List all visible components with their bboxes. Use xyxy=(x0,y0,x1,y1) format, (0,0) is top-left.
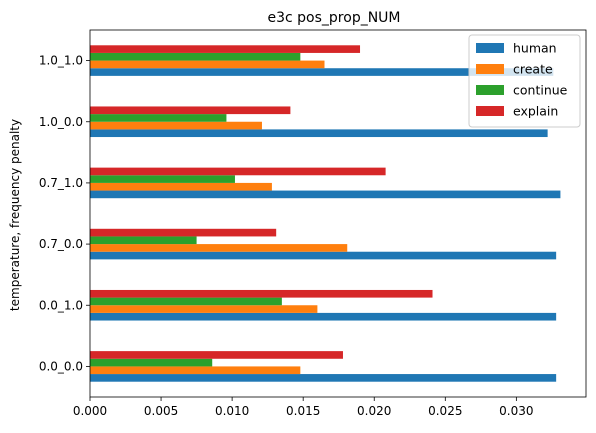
x-tick-label: 0.030 xyxy=(499,404,533,418)
legend-swatch-create xyxy=(476,64,504,74)
y-axis-label: temperature, frequency penalty xyxy=(8,119,22,311)
y-tick-label: 0.0_0.0 xyxy=(39,359,83,373)
legend: human create continue explain xyxy=(468,34,581,128)
x-tick-label: 0.005 xyxy=(144,404,178,418)
x-tick-label: 0.015 xyxy=(286,404,320,418)
bar-create-0.0_1.0 xyxy=(90,305,318,313)
x-tick-label: 0.010 xyxy=(215,404,249,418)
x-tick-label: 0.025 xyxy=(428,404,462,418)
legend-swatch-continue xyxy=(476,85,504,95)
bar-explain-0.7_0.0 xyxy=(90,228,277,237)
bar-continue-0.7_0.0 xyxy=(90,236,197,245)
bar-continue-0.0_1.0 xyxy=(90,297,282,306)
bar-explain-1.0_0.0 xyxy=(90,106,291,115)
y-tick-label: 0.7_1.0 xyxy=(39,176,83,190)
legend-swatch-explain xyxy=(476,106,504,116)
bar-continue-0.0_0.0 xyxy=(90,358,213,367)
x-tick-label: 0.000 xyxy=(73,404,107,418)
legend-label-create: create xyxy=(513,62,553,77)
bar-explain-1.0_1.0 xyxy=(90,45,361,53)
bar-create-1.0_0.0 xyxy=(90,121,262,130)
legend-box xyxy=(468,34,581,128)
bar-explain-0.0_0.0 xyxy=(90,351,343,359)
bar-create-0.7_1.0 xyxy=(90,182,272,191)
bar-human-0.7_1.0 xyxy=(90,190,561,199)
plot-frame xyxy=(89,29,587,398)
chart-title: e3c pos_prop_NUM xyxy=(268,10,401,26)
bar-create-0.0_0.0 xyxy=(90,366,301,375)
bar-continue-1.0_1.0 xyxy=(90,52,301,61)
bar-create-1.0_1.0 xyxy=(90,60,325,69)
y-tick-label: 0.0_1.0 xyxy=(39,298,83,312)
bar-human-0.7_0.0 xyxy=(90,251,557,260)
axes-group: 0.000 0.005 0.010 0.015 0.020 0.025 0.030 0.0_0… xyxy=(39,29,587,418)
bar-explain-0.7_1.0 xyxy=(90,167,386,176)
y-tick-label: 0.7_0.0 xyxy=(39,237,83,251)
bar-continue-0.7_1.0 xyxy=(90,175,235,183)
bar-human-0.0_1.0 xyxy=(90,312,557,321)
bar-create-0.7_0.0 xyxy=(90,244,348,252)
legend-label-human: human xyxy=(513,41,557,56)
y-tick-label: 1.0_0.0 xyxy=(39,115,83,129)
bar-continue-1.0_0.0 xyxy=(90,114,227,122)
legend-label-continue: continue xyxy=(513,83,568,98)
bar-human-0.0_0.0 xyxy=(90,374,557,382)
bars-group xyxy=(90,45,561,382)
bar-human-1.0_1.0 xyxy=(90,68,554,76)
bar-explain-0.0_1.0 xyxy=(90,289,433,298)
legend-swatch-human xyxy=(476,43,504,53)
legend-label-explain: explain xyxy=(513,104,558,119)
y-tick-label: 1.0_1.0 xyxy=(39,54,83,68)
x-tick-label: 0.020 xyxy=(357,404,391,418)
bar-human-1.0_0.0 xyxy=(90,129,548,138)
